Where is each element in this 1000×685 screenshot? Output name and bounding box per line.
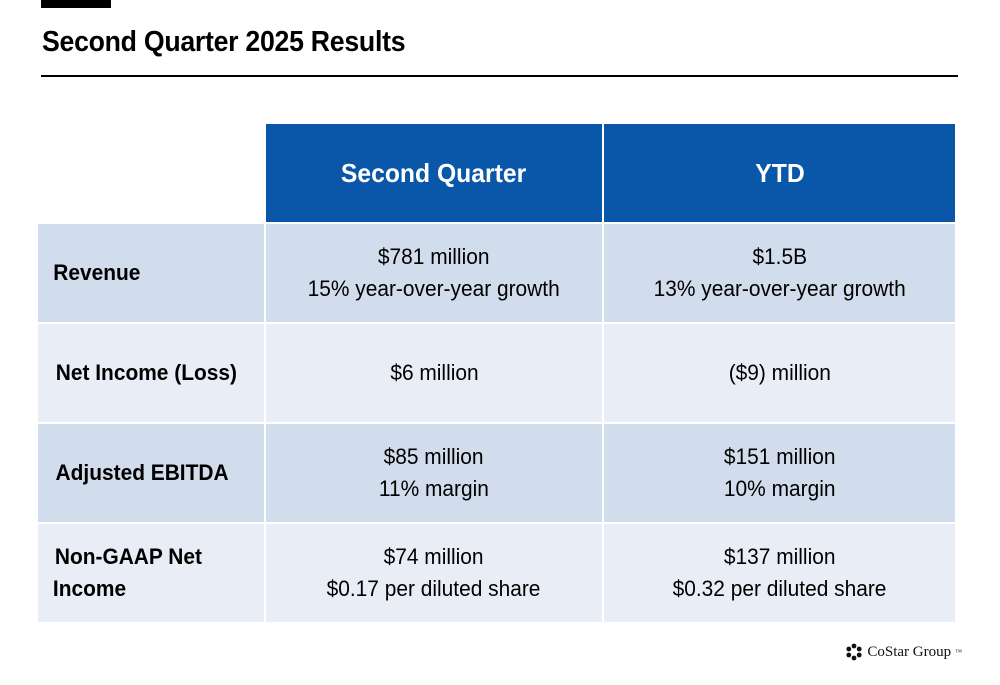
table-header-row: Second Quarter YTD [38, 124, 955, 224]
title-divider [41, 75, 958, 77]
table-row-non-gaap-net-income: Non-GAAP Net Income $74 million $0.17 pe… [38, 524, 955, 624]
table-row-revenue: Revenue $781 million 15% year-over-year … [38, 224, 955, 324]
row-label: Net Income (Loss) [38, 324, 266, 422]
row-label: Adjusted EBITDA [38, 424, 266, 522]
logo-text: CoStar Group [867, 643, 952, 660]
quarter-value: $85 million 11% margin [266, 424, 604, 522]
ytd-value: ($9) million [604, 324, 955, 422]
ytd-value: $1.5B 13% year-over-year growth [604, 224, 955, 322]
costar-logo-icon [845, 643, 863, 661]
table-row-adjusted-ebitda: Adjusted EBITDA $85 million 11% margin $… [38, 424, 955, 524]
quarter-value: $6 million [266, 324, 604, 422]
row-label: Non-GAAP Net Income [38, 524, 266, 622]
ytd-value: $151 million 10% margin [604, 424, 955, 522]
column-header-second-quarter: Second Quarter [266, 124, 604, 222]
logo-trademark: ™ [955, 648, 962, 656]
column-header-ytd: YTD [604, 124, 955, 222]
costar-group-logo: CoStar Group ™ [845, 643, 962, 661]
ytd-value: $137 million $0.32 per diluted share [604, 524, 955, 622]
top-accent-bar [41, 0, 111, 8]
quarter-value: $781 million 15% year-over-year growth [266, 224, 604, 322]
quarter-value: $74 million $0.17 per diluted share [266, 524, 604, 622]
table-row-net-income: Net Income (Loss) $6 million ($9) millio… [38, 324, 955, 424]
results-table: Second Quarter YTD Revenue $781 million … [38, 124, 955, 624]
header-empty-cell [38, 124, 266, 222]
page-title: Second Quarter 2025 Results [42, 26, 406, 58]
row-label: Revenue [38, 224, 266, 322]
